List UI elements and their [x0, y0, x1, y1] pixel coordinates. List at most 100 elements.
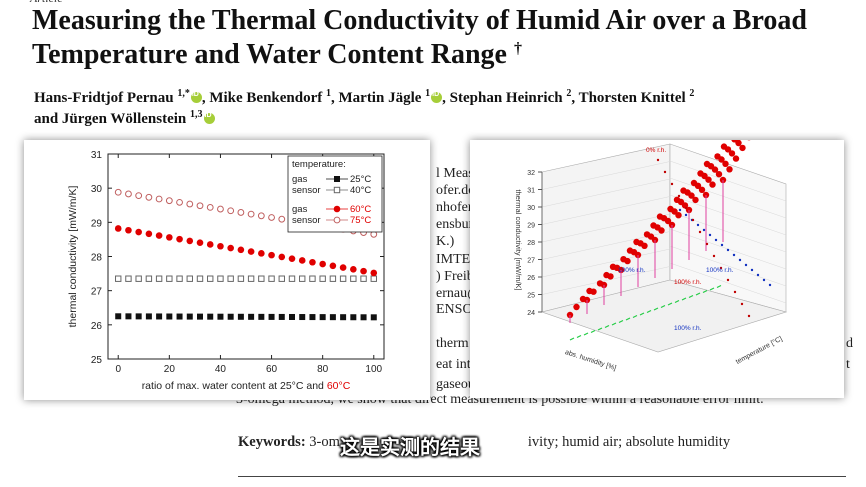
floor-projection — [639, 312, 645, 316]
orcid-icon[interactable] — [431, 91, 443, 103]
data-point-dotted — [670, 182, 674, 186]
x-tick-label: 60 — [266, 364, 278, 375]
data-point-40C — [360, 275, 367, 282]
legend-row-label: gas — [292, 174, 308, 185]
floor-projection — [702, 289, 708, 294]
series-annotation: 100% r.h. — [674, 325, 702, 332]
grid-line — [541, 178, 671, 208]
section-divider — [238, 476, 846, 477]
data-point-blue — [732, 253, 736, 257]
author-name[interactable]: Mike Benkendorf — [209, 90, 326, 106]
data-point-25C — [115, 313, 122, 320]
keywords-start: 3-om — [305, 434, 340, 450]
data-point-25C — [278, 313, 285, 320]
author-name[interactable]: Martin Jägle — [338, 90, 426, 106]
data-point-40C — [186, 275, 193, 282]
data-point-60C — [298, 257, 306, 264]
data-point-25C — [125, 313, 132, 320]
orcid-icon[interactable] — [203, 112, 215, 124]
data-point-dotted — [705, 242, 709, 246]
data-point-75C — [155, 195, 163, 203]
data-point-25C — [319, 314, 326, 321]
floor-projection — [709, 287, 715, 291]
data-point-60C — [319, 260, 326, 268]
affiliation-fragment: ensbur — [436, 217, 474, 232]
legend-temp-label: 60°C — [350, 204, 371, 215]
data-point-3d — [715, 171, 723, 178]
z-tick-label: 29 — [527, 223, 535, 230]
author-name[interactable]: Hans-Fridtjof Pernau — [34, 90, 178, 106]
floor-projection — [625, 317, 631, 321]
data-point-blue — [750, 268, 754, 272]
data-point-75C — [257, 212, 265, 220]
data-point-25C — [309, 314, 316, 321]
data-point-60C — [166, 234, 173, 241]
keywords-end: ivity; humid air; absolute humidity — [527, 434, 731, 450]
y-tick-label: 29 — [91, 218, 103, 229]
data-point-blue — [678, 208, 682, 212]
data-point-blue — [684, 213, 688, 217]
data-point-75C — [278, 215, 286, 223]
data-point-dotted — [719, 266, 723, 270]
author-name[interactable]: Stephan Heinrich — [449, 90, 567, 106]
data-point-25C — [237, 313, 244, 320]
data-point-40C — [350, 275, 357, 282]
z-tick-label: 30 — [527, 205, 535, 212]
floor-projection — [611, 322, 617, 326]
data-point-25C — [248, 313, 255, 320]
video-subtitle: 这是实测的结果 — [340, 435, 480, 459]
data-point-dotted — [684, 206, 688, 210]
floor-projection — [660, 304, 666, 309]
data-point-60C — [278, 253, 286, 261]
data-point-25C — [329, 314, 336, 321]
legend-temp-label: 25°C — [350, 174, 371, 185]
right-edge-fragment: t — [846, 357, 850, 372]
data-point-25C — [227, 313, 234, 320]
floor-projection — [590, 329, 596, 334]
x-tick-label: 40 — [215, 364, 227, 375]
grid-line — [541, 248, 671, 278]
z-tick-label: 25 — [527, 293, 535, 300]
data-point-25C — [176, 313, 183, 320]
data-point-40C — [176, 275, 183, 282]
author-separator: , — [201, 90, 210, 106]
data-point-3d — [624, 257, 631, 265]
data-point-25C — [289, 313, 295, 320]
title-line-1: Measuring the Thermal Conductivity of Hu… — [32, 5, 807, 36]
abstract-fragment: therm — [436, 336, 469, 351]
data-point-3d — [739, 144, 746, 152]
floor-projection — [667, 302, 673, 306]
data-point-dotted — [740, 302, 744, 306]
data-point-40C — [258, 275, 265, 282]
floor-projection — [653, 307, 659, 311]
data-point-60C — [237, 246, 245, 254]
data-point-25C — [360, 314, 367, 321]
y-axis-label: thermal conductivity [mW/m/K] — [67, 186, 79, 328]
data-point-25C — [334, 176, 340, 182]
data-point-25C — [135, 313, 142, 320]
x-tick-label: 0 — [115, 364, 121, 375]
y-tick-label: 31 — [91, 150, 103, 161]
affiliation-fragment: K.) — [436, 234, 455, 249]
author-affiliation-number: 1,* — [177, 88, 190, 99]
data-point-3d — [590, 288, 597, 295]
author-separator: , — [571, 90, 579, 106]
data-point-3d — [735, 139, 742, 147]
floor-projection — [681, 297, 687, 301]
floor-projection — [716, 284, 722, 289]
data-point-75C — [135, 192, 143, 200]
data-point-60C — [145, 230, 153, 238]
keywords-line: Keywords: 3-om ivity; humid air; absolute… — [238, 434, 730, 451]
author-name[interactable]: Thorsten Knittel — [578, 90, 690, 106]
data-point-75C — [206, 203, 214, 211]
floor-projection — [604, 324, 610, 329]
orcid-icon[interactable] — [190, 91, 202, 103]
data-point-40C — [237, 275, 245, 282]
z-tick-label: 31 — [527, 188, 535, 195]
x-axis-label: ratio of max. water content at 25°C and … — [142, 380, 351, 392]
data-point-40C — [319, 275, 326, 282]
author-affiliation-number: 2 — [566, 88, 572, 99]
z-tick-label: 26 — [527, 275, 535, 282]
affiliation-fragment: ) Freib — [436, 269, 474, 284]
author-name[interactable]: and Jürgen Wöllenstein — [34, 111, 190, 127]
